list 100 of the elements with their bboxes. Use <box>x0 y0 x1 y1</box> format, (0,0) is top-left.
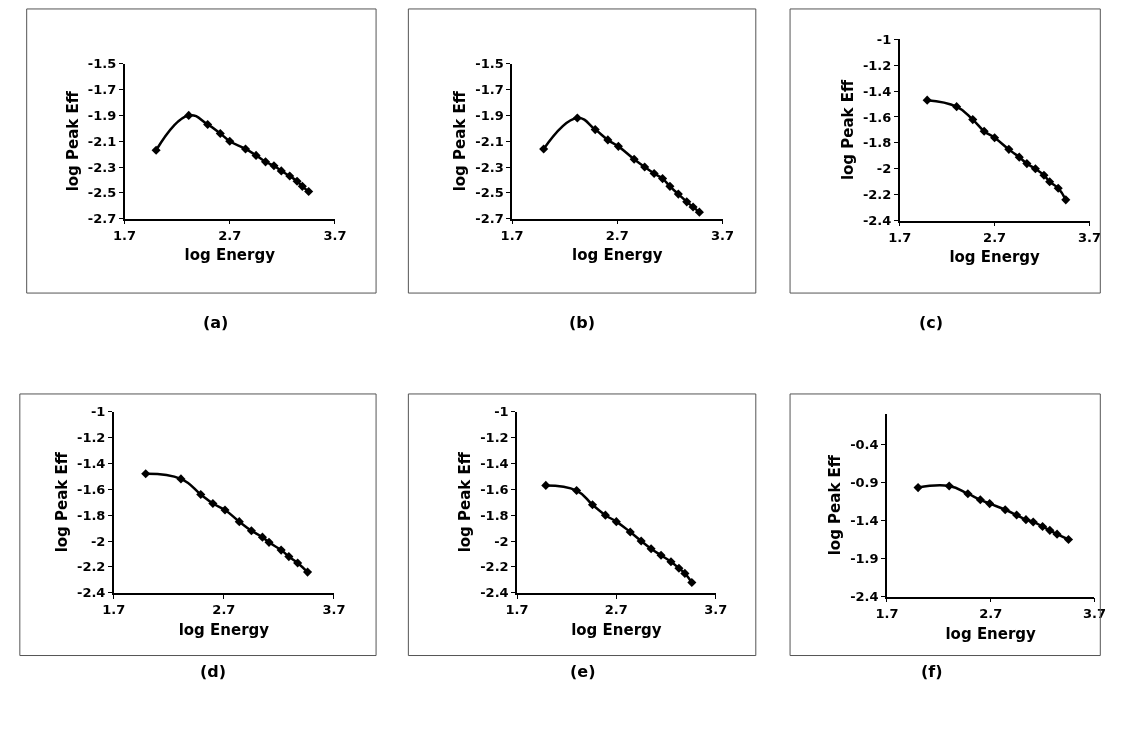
point <box>646 544 656 554</box>
point <box>1004 144 1014 154</box>
point <box>292 176 302 186</box>
point <box>276 166 286 176</box>
point <box>539 144 549 154</box>
point <box>658 174 668 184</box>
text: (d) <box>200 662 227 681</box>
point <box>234 517 244 527</box>
point <box>1028 517 1038 527</box>
point <box>649 168 659 179</box>
point <box>208 498 218 509</box>
x-tick-label: 3.7 <box>711 227 735 243</box>
y-tick-label: -2 <box>494 533 509 549</box>
point <box>1038 521 1048 532</box>
point <box>600 510 610 520</box>
y-tick-label: -2.7 <box>475 211 504 227</box>
point <box>225 136 235 146</box>
point <box>220 505 230 515</box>
point <box>587 500 598 510</box>
y-tick-label: -2.2 <box>77 559 106 575</box>
point <box>640 162 650 172</box>
point <box>656 550 666 560</box>
point <box>541 480 551 490</box>
point <box>603 135 613 145</box>
y-tick-label: -1.7 <box>475 82 504 98</box>
y-tick-label: -2.1 <box>87 133 117 149</box>
point <box>260 157 271 167</box>
y-tick-label: -2.4 <box>77 585 106 601</box>
y-tick-label: -2 <box>876 161 892 177</box>
y-tick-label: -1.8 <box>77 507 106 523</box>
x-tick-label: 2.7 <box>979 606 1003 622</box>
point <box>682 197 692 207</box>
point <box>196 489 206 499</box>
point <box>184 110 194 120</box>
x-axis-title: log Energy <box>184 246 276 265</box>
y-axis-title: log Peak Eff <box>455 451 474 553</box>
point <box>285 171 295 181</box>
point <box>636 536 646 546</box>
y-tick-label: -1.2 <box>480 430 509 446</box>
text: (a) <box>203 313 229 332</box>
y-tick-label: -2.1 <box>475 133 504 149</box>
y-tick-label: -1.4 <box>77 455 106 471</box>
point <box>913 483 923 493</box>
point <box>975 495 985 505</box>
y-tick-label: -2.5 <box>475 185 504 201</box>
y-tick-label: -2.3 <box>475 159 504 175</box>
x-axis-title: log Energy <box>178 620 270 639</box>
point <box>276 545 286 555</box>
x-axis-title: log Energy <box>572 246 663 265</box>
x-tick-label: 3.7 <box>1082 606 1106 622</box>
y-axis-title: log Peak Eff <box>63 90 82 192</box>
y-tick-label: -2.7 <box>87 211 117 227</box>
point <box>572 113 582 123</box>
point <box>203 119 213 129</box>
y-tick-label: -1.2 <box>77 430 106 446</box>
text: (e) <box>570 662 596 681</box>
point <box>215 128 225 139</box>
y-tick-label: -1.4 <box>862 83 892 99</box>
x-axis-title: log Energy <box>949 248 1041 267</box>
x-tick-label: 2.7 <box>604 602 628 618</box>
y-tick-label: -1.4 <box>850 512 879 528</box>
y-tick-label: -1 <box>90 404 106 420</box>
y-tick-label: -2.4 <box>850 589 879 605</box>
y-tick-label: -1.6 <box>480 481 509 497</box>
x-tick-label: 3.7 <box>323 227 347 243</box>
x-tick-label: 2.7 <box>212 602 236 618</box>
y-tick-label: -1.8 <box>862 135 892 151</box>
point <box>251 150 261 160</box>
point <box>1014 152 1024 162</box>
point <box>257 532 267 542</box>
point <box>1000 505 1010 515</box>
point <box>611 517 621 527</box>
x-tick-label: 3.7 <box>322 602 346 618</box>
point <box>963 489 973 499</box>
point <box>680 568 690 578</box>
x-tick-label: 1.7 <box>505 602 529 618</box>
y-axis-title: log Peak Eff <box>52 451 71 553</box>
point <box>673 189 683 199</box>
point <box>303 567 313 577</box>
x-tick-label: 2.7 <box>983 229 1007 245</box>
point <box>625 527 635 537</box>
y-tick-label: -1 <box>494 404 509 420</box>
point <box>1022 159 1032 169</box>
x-tick-label: 1.7 <box>875 606 899 622</box>
x-tick-label: 3.7 <box>1078 229 1102 245</box>
point <box>1021 515 1031 525</box>
point <box>304 186 314 197</box>
x-axis-title: log Energy <box>571 620 662 639</box>
x-tick-label: 2.7 <box>218 227 242 243</box>
y-tick-label: -1.9 <box>475 107 504 123</box>
y-tick-label: -1.2 <box>862 57 892 73</box>
y-tick-label: -1.9 <box>87 107 117 123</box>
point <box>176 474 186 484</box>
x-tick-label: 1.7 <box>500 227 524 243</box>
point <box>1061 195 1071 205</box>
y-tick-label: -1.5 <box>475 56 504 72</box>
x-tick-label: 1.7 <box>113 227 137 243</box>
point <box>264 537 274 547</box>
x-tick-label: 3.7 <box>704 602 728 618</box>
point <box>1045 177 1055 187</box>
